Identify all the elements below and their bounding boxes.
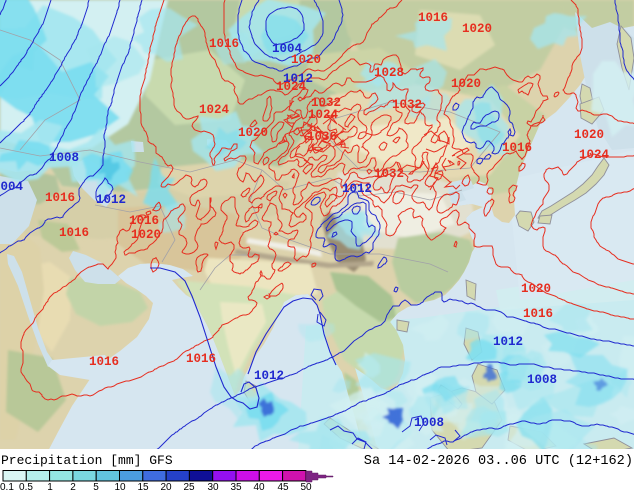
svg-text:1020: 1020 <box>291 53 321 67</box>
svg-text:1016: 1016 <box>89 355 119 369</box>
svg-text:1004: 1004 <box>0 180 23 194</box>
svg-text:1020: 1020 <box>521 282 551 296</box>
svg-text:1016: 1016 <box>59 226 89 240</box>
svg-text:10: 10 <box>114 482 126 490</box>
svg-text:0.1: 0.1 <box>0 482 14 490</box>
svg-text:2: 2 <box>70 482 76 490</box>
svg-text:1016: 1016 <box>209 37 239 51</box>
svg-text:1024: 1024 <box>579 148 610 162</box>
svg-text:1012: 1012 <box>342 182 372 196</box>
svg-text:40: 40 <box>253 482 265 490</box>
svg-text:Precipitation [mm] GFS: Precipitation [mm] GFS <box>1 453 173 468</box>
svg-text:1016: 1016 <box>45 191 75 205</box>
svg-text:1020: 1020 <box>462 22 492 36</box>
svg-text:1016: 1016 <box>418 11 448 25</box>
svg-text:1032: 1032 <box>311 96 341 110</box>
svg-text:1012: 1012 <box>283 72 313 86</box>
svg-text:1020: 1020 <box>131 228 161 242</box>
svg-text:1008: 1008 <box>49 151 79 165</box>
svg-text:1020: 1020 <box>238 126 268 140</box>
svg-text:45: 45 <box>277 482 289 490</box>
svg-text:25: 25 <box>183 482 195 490</box>
svg-text:35: 35 <box>230 482 242 490</box>
svg-text:1012: 1012 <box>254 369 284 383</box>
svg-text:Sa 14-02-2026 03..06 UTC (12+1: Sa 14-02-2026 03..06 UTC (12+162) <box>364 454 633 469</box>
svg-text:1008: 1008 <box>414 416 444 430</box>
svg-text:1012: 1012 <box>493 335 523 349</box>
svg-text:50: 50 <box>300 482 312 490</box>
svg-text:1016: 1016 <box>129 214 159 228</box>
svg-text:5: 5 <box>93 482 99 490</box>
svg-text:1028: 1028 <box>374 66 404 80</box>
svg-text:1024: 1024 <box>308 108 339 122</box>
svg-text:1016: 1016 <box>523 307 553 321</box>
svg-text:1016: 1016 <box>502 141 532 155</box>
svg-text:1008: 1008 <box>527 373 557 387</box>
svg-text:20: 20 <box>160 482 172 490</box>
svg-text:30: 30 <box>207 482 219 490</box>
svg-text:1024: 1024 <box>199 103 230 117</box>
svg-text:1024: 1024 <box>276 80 307 94</box>
svg-text:1020: 1020 <box>574 128 604 142</box>
svg-text:1012: 1012 <box>96 193 126 207</box>
svg-text:1016: 1016 <box>186 352 216 366</box>
svg-text:15: 15 <box>137 482 149 490</box>
svg-text:1004: 1004 <box>272 42 303 56</box>
svg-text:1032: 1032 <box>392 98 422 112</box>
svg-text:1020: 1020 <box>451 77 481 91</box>
svg-text:1: 1 <box>47 482 53 490</box>
svg-text:1032: 1032 <box>374 167 404 181</box>
svg-text:1036: 1036 <box>307 130 337 144</box>
svg-text:0.5: 0.5 <box>19 482 33 490</box>
